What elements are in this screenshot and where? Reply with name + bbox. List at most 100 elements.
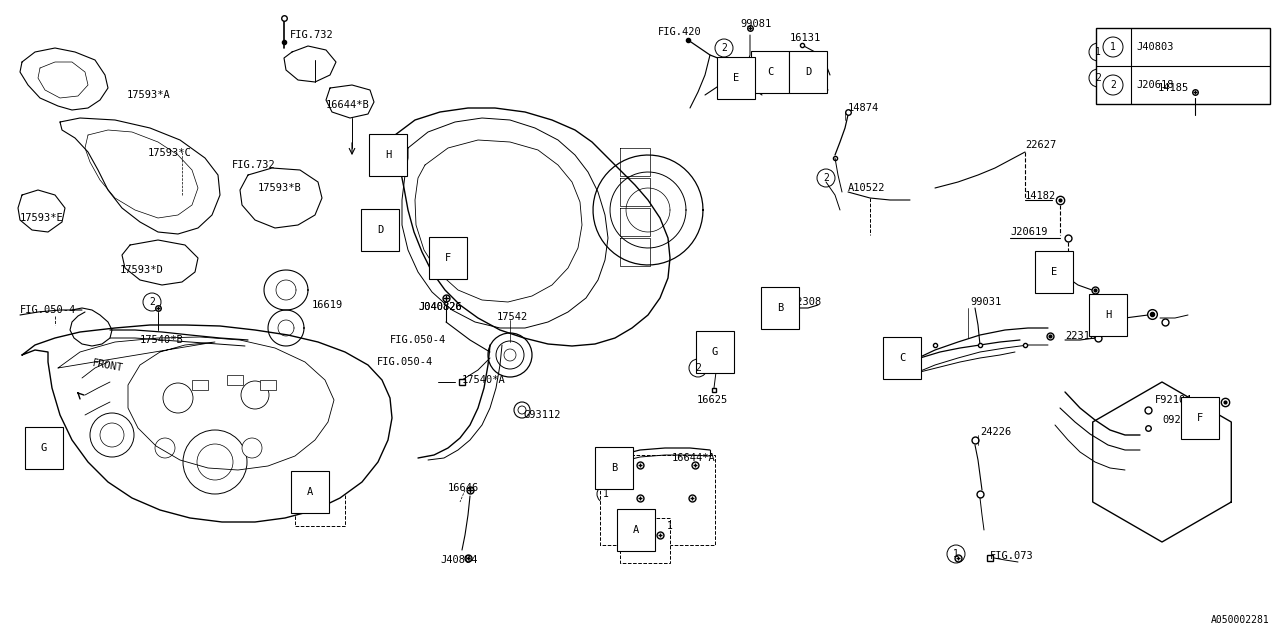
Text: FIG.732: FIG.732 bbox=[232, 160, 275, 170]
Polygon shape bbox=[620, 148, 650, 176]
Circle shape bbox=[183, 430, 247, 494]
Text: 2: 2 bbox=[148, 297, 155, 307]
Text: 22318: 22318 bbox=[1065, 331, 1096, 341]
Bar bbox=[294, 478, 346, 526]
Text: H: H bbox=[1105, 310, 1111, 320]
Text: 17593*B: 17593*B bbox=[259, 183, 302, 193]
Circle shape bbox=[155, 438, 175, 458]
Text: 1: 1 bbox=[1096, 47, 1101, 57]
Text: 2: 2 bbox=[823, 173, 829, 183]
Text: F: F bbox=[1197, 413, 1203, 423]
Bar bbox=[1096, 28, 1270, 104]
Text: 16644*B: 16644*B bbox=[326, 100, 370, 110]
Text: 17593*D: 17593*D bbox=[120, 265, 164, 275]
Text: 16619: 16619 bbox=[312, 300, 343, 310]
Text: 16644*A: 16644*A bbox=[672, 453, 716, 463]
Circle shape bbox=[241, 381, 269, 409]
Circle shape bbox=[817, 169, 835, 187]
Text: 14874: 14874 bbox=[849, 103, 879, 113]
Text: G93112: G93112 bbox=[524, 410, 562, 420]
Polygon shape bbox=[60, 118, 220, 234]
Text: 17593*A: 17593*A bbox=[127, 90, 170, 100]
Circle shape bbox=[143, 293, 161, 311]
Text: 14185: 14185 bbox=[1158, 83, 1189, 93]
Text: 2: 2 bbox=[721, 43, 727, 53]
Text: G: G bbox=[41, 443, 47, 453]
Circle shape bbox=[1103, 75, 1123, 95]
Polygon shape bbox=[284, 46, 335, 82]
Bar bbox=[600, 455, 716, 545]
Polygon shape bbox=[20, 48, 108, 110]
Circle shape bbox=[1089, 43, 1107, 61]
Text: J20619: J20619 bbox=[1010, 227, 1047, 237]
Text: A10522: A10522 bbox=[849, 183, 886, 193]
Text: 16625: 16625 bbox=[698, 395, 728, 405]
Circle shape bbox=[100, 423, 124, 447]
Text: FIG.073: FIG.073 bbox=[989, 551, 1034, 561]
Circle shape bbox=[90, 413, 134, 457]
Text: B: B bbox=[611, 463, 617, 473]
Text: 24226: 24226 bbox=[980, 427, 1011, 437]
Text: F: F bbox=[445, 253, 451, 263]
Text: E: E bbox=[733, 73, 739, 83]
Circle shape bbox=[1103, 37, 1123, 57]
Text: FIG.732: FIG.732 bbox=[291, 30, 334, 40]
Circle shape bbox=[242, 438, 262, 458]
Circle shape bbox=[488, 333, 532, 377]
Polygon shape bbox=[84, 130, 198, 218]
Circle shape bbox=[947, 545, 965, 563]
Text: 16131: 16131 bbox=[790, 33, 822, 43]
Circle shape bbox=[596, 485, 614, 503]
Polygon shape bbox=[22, 325, 392, 522]
Text: D: D bbox=[376, 225, 383, 235]
Polygon shape bbox=[402, 118, 608, 328]
Text: A050002281: A050002281 bbox=[1211, 615, 1270, 625]
Text: 17540*A: 17540*A bbox=[462, 375, 506, 385]
Bar bbox=[620, 518, 669, 563]
Circle shape bbox=[504, 349, 516, 361]
Text: B: B bbox=[777, 303, 783, 313]
Polygon shape bbox=[58, 337, 334, 470]
Text: A: A bbox=[307, 487, 314, 497]
Polygon shape bbox=[1093, 382, 1231, 542]
Text: 17542: 17542 bbox=[497, 312, 529, 322]
Text: 1: 1 bbox=[667, 521, 673, 531]
Polygon shape bbox=[122, 240, 198, 285]
Bar bbox=[227, 375, 243, 385]
Text: FIG.050-4: FIG.050-4 bbox=[378, 357, 433, 367]
Circle shape bbox=[518, 406, 526, 414]
Text: J040826: J040826 bbox=[419, 302, 462, 312]
Text: 17593*C: 17593*C bbox=[148, 148, 192, 158]
Text: 16646: 16646 bbox=[448, 483, 479, 493]
Polygon shape bbox=[620, 208, 650, 236]
Circle shape bbox=[689, 359, 707, 377]
Text: 2: 2 bbox=[1110, 80, 1116, 90]
Polygon shape bbox=[326, 85, 374, 118]
Text: J40803: J40803 bbox=[1137, 42, 1174, 52]
Text: J040826: J040826 bbox=[419, 302, 462, 312]
Text: 1: 1 bbox=[1110, 42, 1116, 52]
Text: D: D bbox=[805, 67, 812, 77]
Circle shape bbox=[515, 402, 530, 418]
Circle shape bbox=[497, 341, 524, 369]
Polygon shape bbox=[18, 190, 65, 232]
Text: 17536: 17536 bbox=[730, 63, 762, 73]
Text: 0923S: 0923S bbox=[1162, 415, 1193, 425]
Text: 1: 1 bbox=[954, 549, 959, 559]
Polygon shape bbox=[620, 178, 650, 206]
Text: C: C bbox=[899, 353, 905, 363]
Text: C: C bbox=[767, 67, 773, 77]
Polygon shape bbox=[415, 140, 582, 302]
Text: 17593*E: 17593*E bbox=[20, 213, 64, 223]
Text: H: H bbox=[385, 150, 392, 160]
Text: 2: 2 bbox=[1096, 73, 1101, 83]
Text: FRONT: FRONT bbox=[92, 358, 124, 373]
Text: FIG.420: FIG.420 bbox=[658, 27, 701, 37]
Polygon shape bbox=[396, 108, 669, 346]
Text: 14182: 14182 bbox=[1025, 191, 1056, 201]
Text: FIG.050-4: FIG.050-4 bbox=[390, 335, 447, 345]
Text: A: A bbox=[632, 525, 639, 535]
Text: F92104: F92104 bbox=[1155, 395, 1193, 405]
Circle shape bbox=[660, 517, 678, 535]
Text: 99081: 99081 bbox=[740, 19, 772, 29]
